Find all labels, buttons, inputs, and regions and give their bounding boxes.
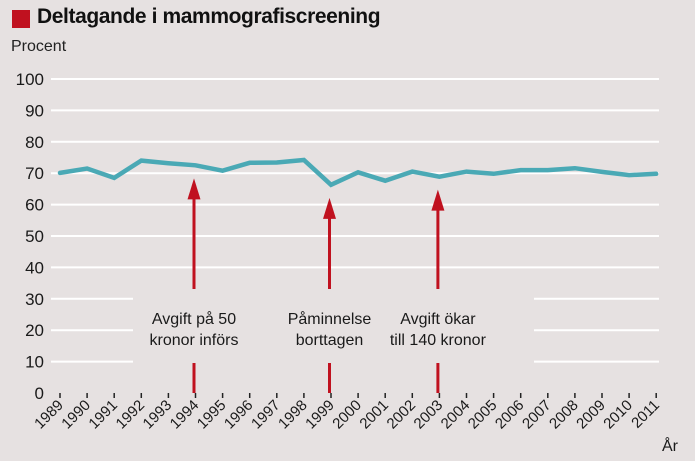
- x-tick-label: 2009: [573, 397, 609, 433]
- x-tick-label: 2003: [411, 397, 447, 433]
- title-marker: [12, 10, 30, 28]
- annotation-label: Avgift på 50 kronor införs: [124, 309, 264, 351]
- y-tick-label: 20: [25, 321, 44, 340]
- x-tick-label: 1994: [167, 397, 203, 433]
- annotation-line: borttagen: [295, 332, 364, 349]
- y-tick-label: 100: [16, 70, 44, 89]
- y-tick-label: 60: [25, 196, 44, 215]
- x-axis-label: År: [662, 436, 679, 455]
- y-tick-label: 10: [25, 353, 44, 372]
- annotation-line: kronor införs: [149, 332, 239, 349]
- y-axis-label: Procent: [11, 38, 67, 55]
- annotation-label: Avgift ökar till 140 kronor: [368, 309, 508, 351]
- annotation-line: Påminnelse: [287, 311, 372, 328]
- annotation-label: Påminnelse borttagen: [260, 309, 400, 351]
- x-tick-label: 2000: [329, 397, 365, 433]
- annotation-line: till 140 kronor: [389, 332, 486, 349]
- chart-title: Deltagande i mammografiscreening: [37, 5, 381, 28]
- x-tick-label: 2008: [546, 397, 582, 433]
- x-tick-label: 1995: [194, 397, 230, 433]
- annotation-arrow-head: [323, 197, 336, 219]
- y-tick-label: 50: [25, 227, 44, 246]
- x-tick-label: 1991: [85, 397, 121, 433]
- x-tick-label: 2006: [492, 397, 528, 433]
- x-tick-label: 1992: [113, 397, 149, 433]
- x-tick-label: 2010: [600, 397, 636, 433]
- x-tick-label: 2001: [356, 397, 392, 433]
- x-tick-label: 1996: [221, 397, 257, 433]
- y-tick-label: 40: [25, 258, 44, 277]
- annotation-line: Avgift ökar: [400, 311, 476, 328]
- annotation-line: Avgift på 50: [151, 311, 237, 328]
- x-tick-label: 2011: [628, 397, 663, 432]
- x-tick-label: 2002: [384, 397, 420, 433]
- x-tick-label: 2005: [465, 397, 501, 433]
- annotation-arrow-head: [187, 178, 201, 200]
- x-tick-label: 2004: [438, 397, 474, 433]
- y-tick-label: 70: [25, 164, 44, 183]
- x-tick-label: 2007: [519, 397, 555, 433]
- annotation-arrow-head: [431, 189, 445, 211]
- y-tick-label: 80: [25, 133, 44, 152]
- x-tick-label: 1999: [302, 397, 338, 433]
- y-tick-label: 90: [25, 101, 44, 120]
- x-tick-label: 1997: [248, 397, 284, 433]
- y-tick-label: 30: [25, 290, 44, 309]
- y-tick-label: 0: [35, 384, 44, 403]
- x-tick-label: 1993: [140, 397, 176, 433]
- x-tick-label: 1998: [275, 397, 311, 433]
- x-tick-label: 1990: [58, 397, 94, 433]
